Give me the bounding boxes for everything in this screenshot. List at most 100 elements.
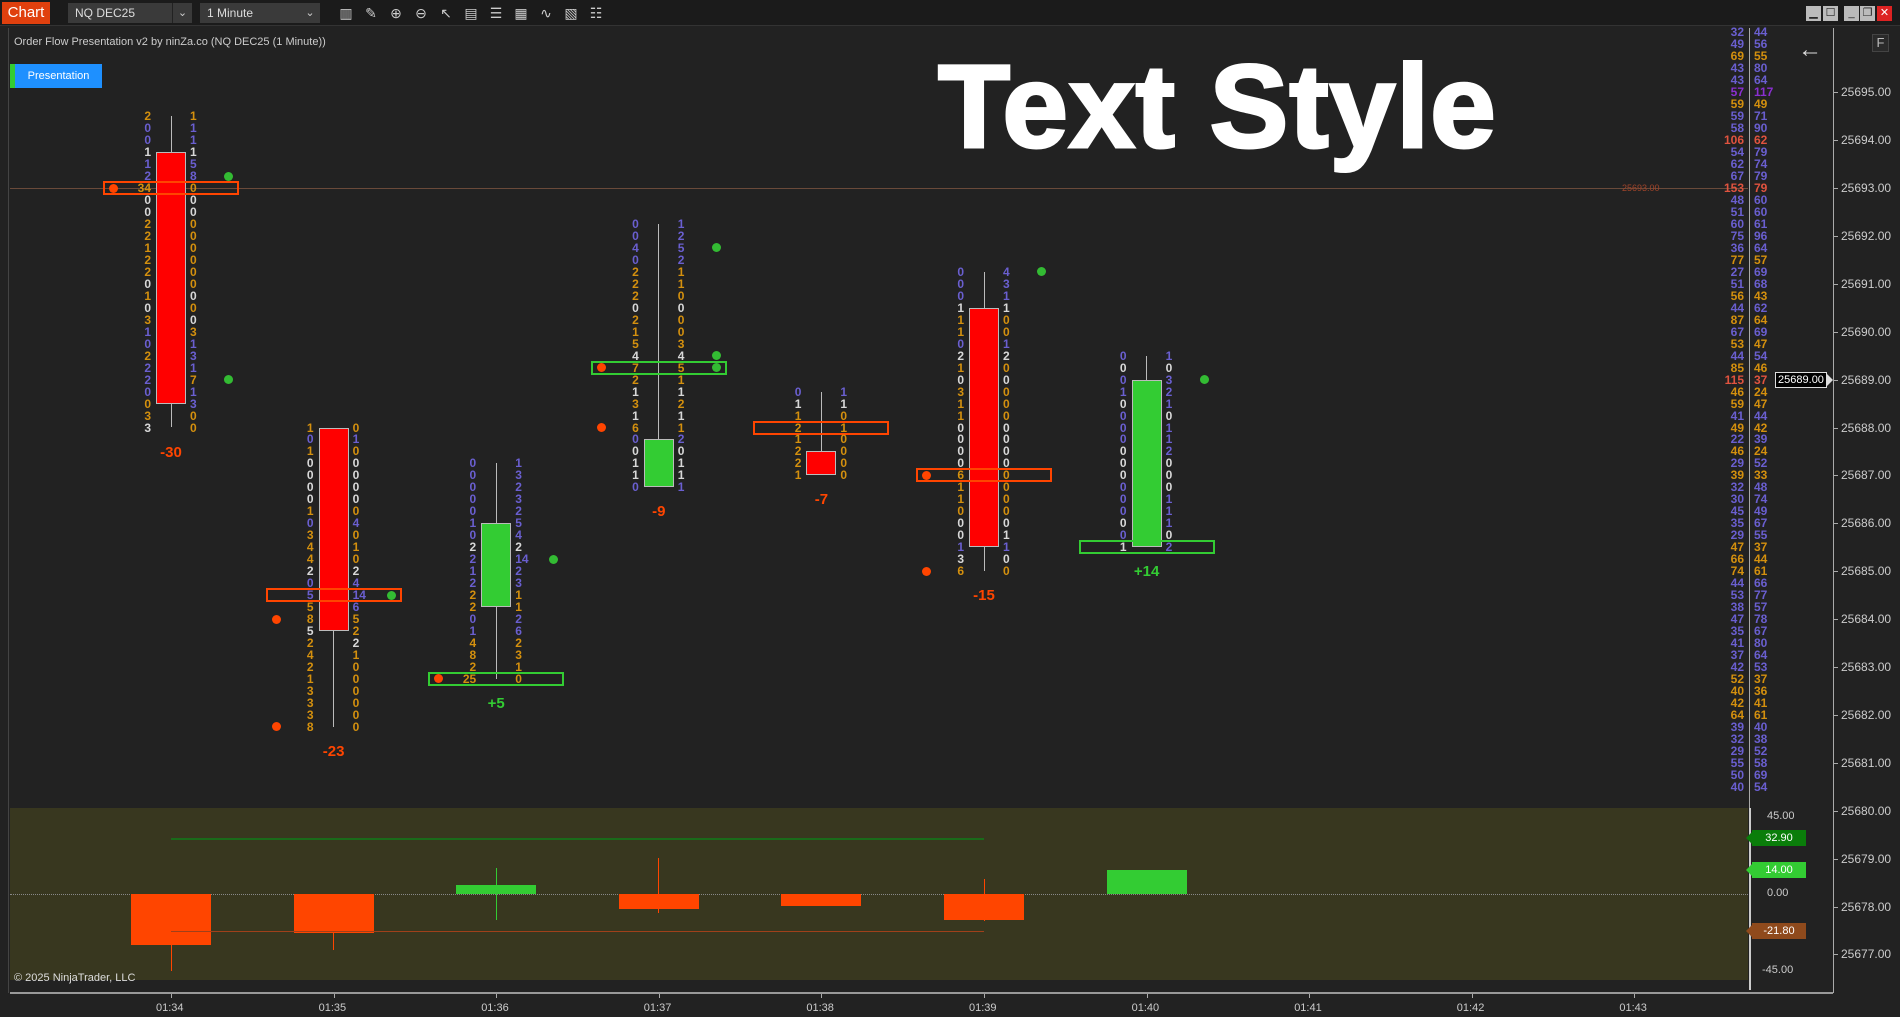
delta-bar [944,894,1024,920]
ladder-bid: 49 [1730,420,1744,435]
footprint-ask: 0 [190,240,197,255]
ladder-bid: 36 [1730,240,1744,255]
footprint-bid: 0 [632,480,639,495]
footprint-ask: 0 [190,276,197,291]
delta-axis[interactable] [1749,808,1751,990]
back-arrow-icon[interactable]: ← [1798,36,1822,63]
price-axis-label: 25679.00 [1841,851,1892,866]
candle-body [481,523,512,608]
footprint-bid: 0 [306,480,314,495]
price-tick [1833,427,1838,429]
chart-tab[interactable]: Chart [2,2,50,24]
time-axis-label: 01:34 [156,1002,184,1014]
strategies-icon[interactable]: ▦ [514,5,528,21]
ladder-ask: 96 [1754,228,1768,243]
ladder-bid: 47 [1730,540,1744,555]
time-axis-label: 01:36 [481,1002,509,1014]
maximize-button[interactable]: ☐ [1823,6,1838,21]
zoom-in-icon[interactable]: ⊕ [390,5,402,21]
footprint-bid: 6 [632,420,639,435]
footprint-bid: 5 [306,600,314,615]
footprint-bid: 1 [957,396,964,411]
footprint-bid: 8 [306,719,314,734]
footprint-bid: 1 [957,540,964,555]
ladder-ask: 90 [1754,121,1768,136]
ladder-bid: 40 [1730,683,1744,698]
restore-button[interactable]: ❐ [1860,6,1875,21]
footprint-ask: 4 [515,528,522,543]
ladder-bid: 32 [1730,25,1744,40]
pointer-icon[interactable]: ↖ [440,5,452,21]
buy-imbalance-dot [1037,267,1046,277]
footprint-ask: 0 [677,312,685,327]
footprint-ask: 1 [1165,516,1173,531]
data-box-icon[interactable]: ▤ [464,5,478,21]
footprint-ask: 2 [352,624,360,639]
time-tick [821,994,823,998]
minimize-panel-button[interactable]: _ [1844,6,1859,21]
footprint-bid: 2 [957,348,964,363]
footprint-ask: 0 [1003,492,1010,507]
footprint-bid: 0 [1119,360,1127,375]
ladder-ask: 69 [1754,324,1768,339]
price-tick [1833,714,1838,716]
ladder-bid: 106 [1723,133,1744,148]
pencil-icon[interactable]: ✎ [365,5,377,21]
footprint-ask: 1 [190,121,197,136]
footprint-bid: 34 [137,181,151,195]
ladder-ask: 80 [1754,636,1768,651]
minimize-button[interactable]: ▁ [1806,6,1821,21]
ladder-bid: 22 [1730,432,1744,447]
time-axis-label: 01:40 [1131,1002,1160,1014]
f-button[interactable]: F [1872,34,1889,52]
footprint-ask: 1 [677,264,685,279]
timeframe-select[interactable]: 1 Minute ⌄ [200,3,320,23]
price-axis[interactable] [1833,28,1834,993]
footprint-ask: 1 [1165,432,1173,447]
price-tick [1833,188,1838,189]
ladder-ask: 49 [1754,97,1768,112]
instrument-select[interactable]: NQ DEC25 ⌄ [68,3,192,23]
time-tick [1146,994,1148,998]
footprint-ask: 0 [1003,312,1010,327]
footprint-ask: 0 [352,695,360,710]
properties-icon[interactable]: ☰ [489,5,503,21]
footprint-ask: 1 [677,216,685,231]
footprint-bid: 0 [1119,456,1127,471]
ladder-bid: 37 [1730,648,1744,663]
footprint-bid: 0 [632,300,639,315]
delta-bar [456,885,537,894]
ladder-ask: 77 [1754,588,1768,603]
presentation-button[interactable]: Presentation [10,64,102,88]
price-tick [1833,810,1838,812]
template-icon[interactable]: ▧ [564,5,578,21]
price-axis-label: 25694.00 [1841,133,1892,148]
indicators-icon[interactable]: ∿ [540,5,552,21]
list-icon[interactable]: ☷ [589,5,603,21]
price-axis-label: 25690.00 [1841,324,1892,339]
sell-imbalance-dot [596,423,606,432]
footprint-ask: 1 [840,396,848,411]
footprint-ask: 0 [1003,360,1010,375]
zoom-out-icon[interactable]: ⊖ [415,5,427,21]
ladder-bid: 38 [1730,600,1744,615]
footprint-bid: 0 [632,216,639,231]
footprint-bid: 0 [957,528,964,543]
ladder-ask: 74 [1754,157,1768,172]
sell-imbalance-dot [434,674,444,684]
delta-axis-label: 0.00 [1767,887,1789,899]
footprint-ask: 0 [190,181,197,195]
ladder-bid: 42 [1730,695,1744,710]
candle-body [1131,379,1162,548]
footprint-bid: 0 [957,420,964,435]
footprint-bid: 0 [957,276,964,291]
footprint-bid: 1 [306,671,314,686]
close-button[interactable]: ✕ [1877,6,1892,21]
footprint-ask: 0 [190,408,197,423]
ladder-bid: 57 [1730,85,1744,100]
footprint-ask: 2 [677,432,685,447]
footprint-ask: 2 [677,228,685,243]
bar-type-icon[interactable]: ▥ [339,5,353,21]
time-axis[interactable] [10,992,1833,994]
footprint-bid: 2 [144,109,151,124]
